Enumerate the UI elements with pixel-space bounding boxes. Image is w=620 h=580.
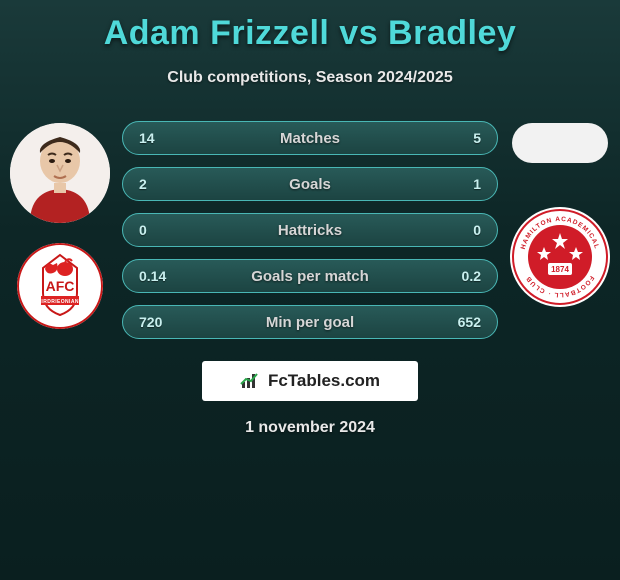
stat-left-value: 0.14 <box>139 268 183 284</box>
stat-left-value: 14 <box>139 130 183 146</box>
right-column: HAMILTON ACADEMICAL FOOTBALL · CLUB 1874 <box>508 121 612 307</box>
stat-row: 2 Goals 1 <box>122 167 498 201</box>
stats-column: 14 Matches 5 2 Goals 1 0 Hattricks 0 0.1… <box>122 121 498 339</box>
stat-row: 0.14 Goals per match 0.2 <box>122 259 498 293</box>
stat-right-value: 5 <box>437 130 481 146</box>
player1-avatar <box>10 123 110 223</box>
chart-icon <box>240 372 262 390</box>
svg-text:AIRDRIEONIANS: AIRDRIEONIANS <box>37 299 82 305</box>
stat-row: 14 Matches 5 <box>122 121 498 155</box>
stat-row: 720 Min per goal 652 <box>122 305 498 339</box>
stat-right-value: 1 <box>437 176 481 192</box>
stat-row: 0 Hattricks 0 <box>122 213 498 247</box>
stat-right-value: 652 <box>437 314 481 330</box>
stat-left-value: 720 <box>139 314 183 330</box>
svg-text:1874: 1874 <box>551 265 569 274</box>
logo-text: FcTables.com <box>268 371 380 391</box>
left-column: AFC AIRDRIEONIANS <box>8 121 112 329</box>
main-row: AFC AIRDRIEONIANS 14 Matches 5 2 Goals 1… <box>8 121 612 339</box>
stat-left-value: 2 <box>139 176 183 192</box>
player1-club-badge: AFC AIRDRIEONIANS <box>17 243 103 329</box>
fctables-logo[interactable]: FcTables.com <box>202 361 418 401</box>
player2-club-badge: HAMILTON ACADEMICAL FOOTBALL · CLUB 1874 <box>510 207 610 307</box>
player2-avatar <box>512 123 608 163</box>
page-title: Adam Frizzell vs Bradley <box>8 14 612 53</box>
page-subtitle: Club competitions, Season 2024/2025 <box>8 69 612 87</box>
svg-text:AFC: AFC <box>46 278 75 294</box>
date-line: 1 november 2024 <box>8 419 612 437</box>
stat-right-value: 0 <box>437 222 481 238</box>
comparison-card: Adam Frizzell vs Bradley Club competitio… <box>0 0 620 437</box>
stat-right-value: 0.2 <box>437 268 481 284</box>
stat-left-value: 0 <box>139 222 183 238</box>
